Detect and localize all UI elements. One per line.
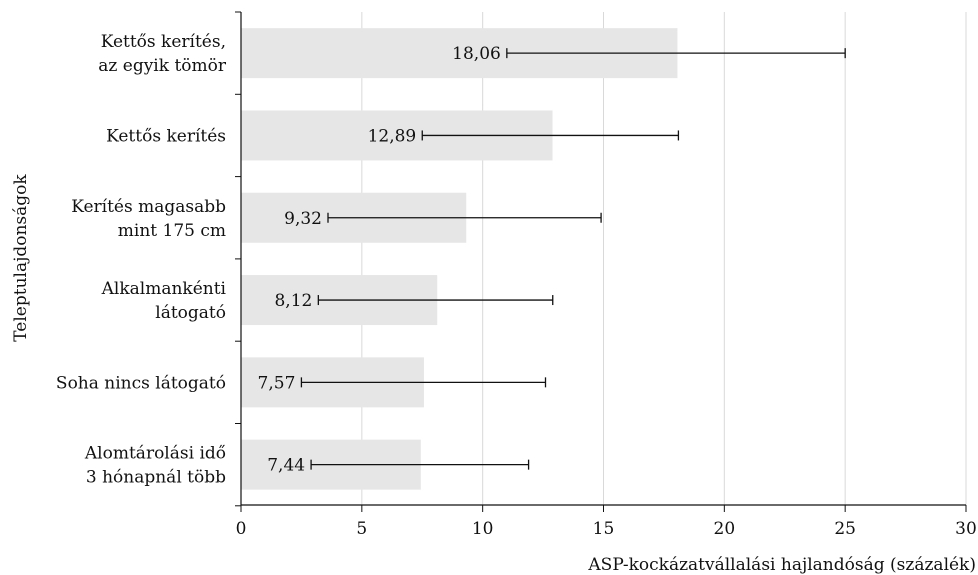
category-label: Kerítés magasabb mint 175 cm — [71, 197, 226, 241]
category-label-line: Alkalmankénti — [101, 279, 227, 299]
x-tick-label: 20 — [714, 519, 736, 539]
data-label: 12,89 — [368, 126, 417, 146]
data-label: 18,06 — [452, 44, 501, 64]
data-label: 7,57 — [258, 373, 296, 393]
data-label: 9,32 — [284, 209, 322, 229]
x-axis-title: ASP-kockázatvállalási hajlandóság (száza… — [587, 555, 976, 575]
x-tick-label: 30 — [955, 519, 977, 539]
labels: 0 5 10 15 20 25 30 18,06 Kettős kerítés, az egyik… — [56, 32, 977, 539]
data-label: 8,12 — [274, 291, 312, 311]
category-label-line: 3 hónapnál több — [86, 468, 226, 488]
data-label: 7,44 — [267, 456, 305, 476]
y-axis-title: Teleptulajdonságok — [11, 174, 31, 342]
x-tick-label: 10 — [472, 519, 494, 539]
category-label-line: Kettős kerítés, — [101, 32, 226, 52]
category-label: Kettős kerítés, az egyik tömör — [98, 32, 227, 76]
category-label-line: látogató — [155, 303, 226, 323]
category-label-line: mint 175 cm — [118, 221, 226, 241]
axes — [240, 12, 966, 506]
x-tick-label: 25 — [834, 519, 856, 539]
category-label-line: Kerítés magasabb — [71, 197, 226, 217]
category-label-line: Alomtárolási idő — [84, 444, 226, 464]
category-label: Alomtárolási idő 3 hónapnál több — [84, 444, 226, 488]
x-tick-label: 0 — [236, 519, 247, 539]
category-label: Soha nincs látogató — [56, 373, 226, 393]
error-bars — [300, 48, 846, 470]
category-label-line: Kettős kerítés — [106, 126, 226, 146]
category-label: Kettős kerítés — [106, 126, 226, 146]
category-label: Alkalmankénti látogató — [101, 279, 227, 323]
x-tick-label: 5 — [356, 519, 367, 539]
grid-lines — [235, 11, 967, 512]
category-label-line: az egyik tömör — [98, 56, 227, 76]
bars — [241, 28, 678, 490]
category-label-line: Soha nincs látogató — [56, 373, 226, 393]
x-tick-label: 15 — [593, 519, 615, 539]
